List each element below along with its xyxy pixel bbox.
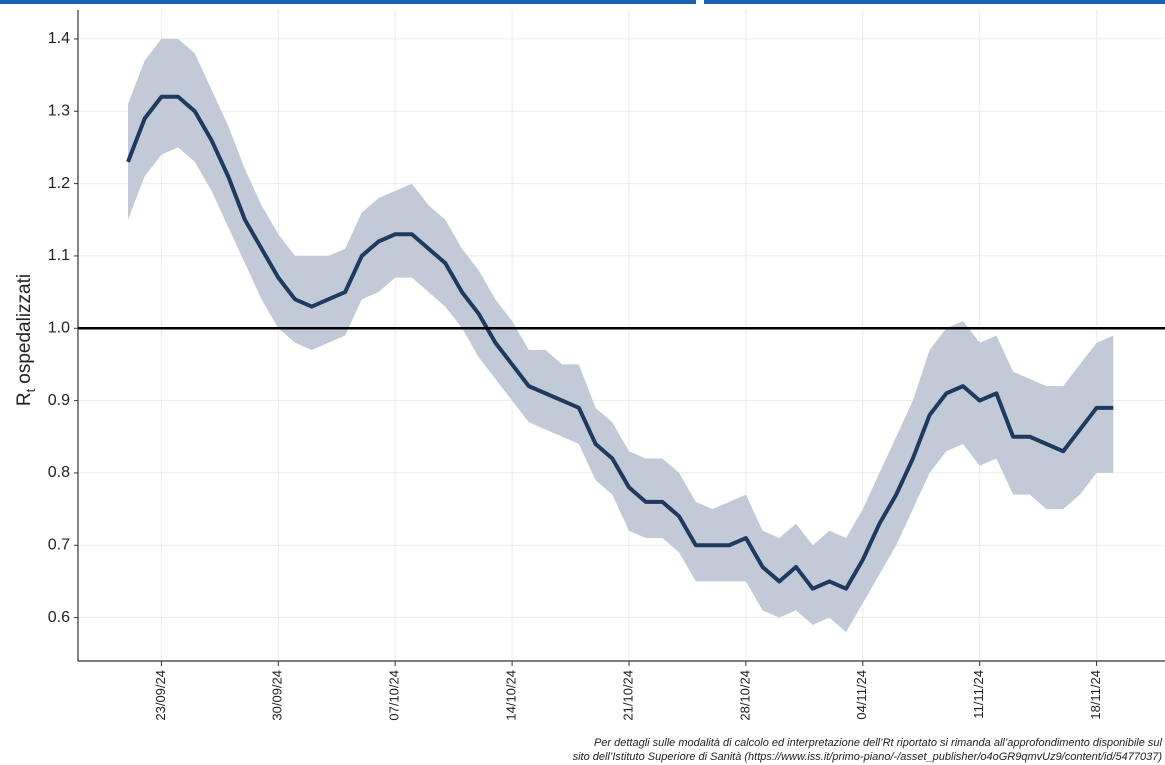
y-tick-label: 0.7 [48, 536, 70, 553]
y-tick-label: 1.0 [48, 319, 70, 336]
confidence-band [128, 38, 1114, 633]
y-label-subscript: t [23, 388, 38, 392]
y-tick-label: 0.9 [48, 392, 70, 409]
y-tick-label: 0.8 [48, 464, 70, 481]
x-tick-label: 28/10/24 [737, 670, 752, 721]
y-label-text: ospedalizzati [14, 274, 35, 384]
footnote: sito dell’Istituto Superiore di Sanità (… [573, 751, 1163, 763]
x-tick-label: 23/09/24 [153, 670, 168, 721]
y-tick-label: 1.4 [48, 30, 70, 47]
top-bar [704, 0, 1165, 4]
y-tick-label: 1.2 [48, 175, 70, 192]
x-tick-label: 21/10/24 [620, 670, 635, 721]
y-tick-label: 1.1 [48, 247, 70, 264]
x-tick-label: 11/11/24 [971, 670, 986, 719]
x-tick-label: 07/10/24 [387, 670, 402, 721]
footnote: Per dettagli sulle modalità di calcolo e… [594, 737, 1163, 749]
y-axis-label: Rt ospedalizzati [14, 274, 38, 406]
x-tick-label: 18/11/24 [1088, 670, 1103, 720]
x-tick-label: 14/10/24 [504, 670, 519, 721]
top-bar [0, 0, 696, 4]
y-label-symbol: R [14, 392, 35, 406]
x-tick-label: 04/11/24 [854, 670, 869, 720]
y-tick-label: 0.6 [48, 609, 70, 626]
x-tick-label: 30/09/24 [270, 670, 285, 721]
rt-line [126, 94, 1114, 591]
y-tick-label: 1.3 [48, 102, 70, 119]
